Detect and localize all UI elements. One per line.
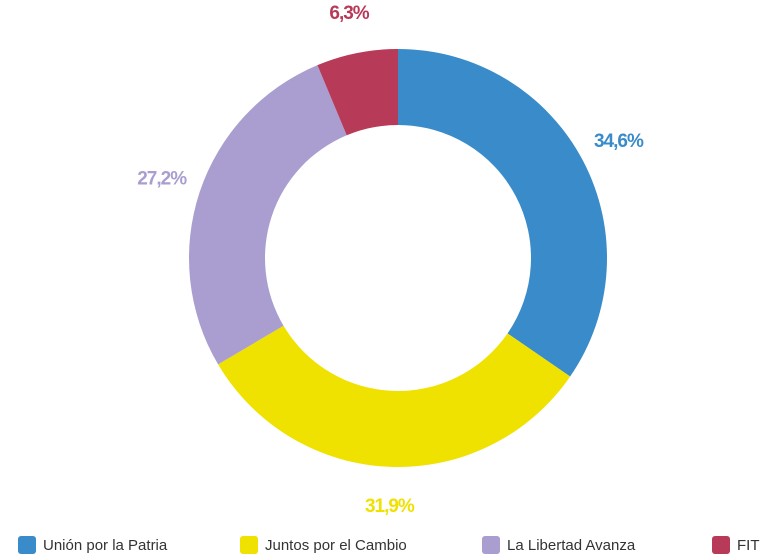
legend-swatch (482, 536, 500, 554)
donut-segment (189, 65, 347, 365)
legend-swatch (240, 536, 258, 554)
legend-swatch (18, 536, 36, 554)
value-label: 34,6% (594, 131, 644, 152)
legend-label: Unión por la Patria (43, 537, 168, 554)
donut-segment (218, 325, 571, 467)
value-label: 27,2% (137, 169, 187, 190)
legend-swatch (712, 536, 730, 554)
legend-label: Juntos por el Cambio (265, 537, 407, 554)
value-label: 31,9% (365, 496, 415, 517)
value-label: 6,3% (329, 3, 369, 24)
legend-label: FIT (737, 537, 760, 554)
donut-segment (398, 49, 607, 377)
donut-segment (317, 49, 398, 136)
legend-label: La Libertad Avanza (507, 537, 636, 554)
